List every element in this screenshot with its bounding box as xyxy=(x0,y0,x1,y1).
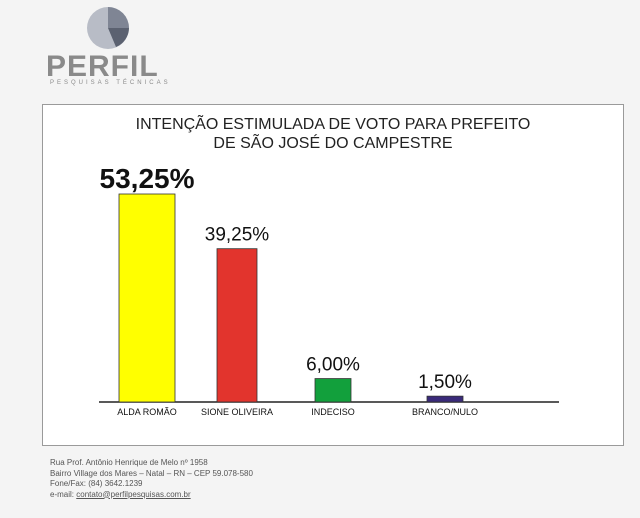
category-label: BRANCO/NULO xyxy=(412,407,478,417)
brand-tagline: PESQUISAS TÉCNICAS xyxy=(50,80,171,86)
perfil-logo: PERFIL PESQUISAS TÉCNICAS xyxy=(46,6,186,92)
bar-chart: 53,25% ALDA ROMÃO 39,25% SIONE OLIVEIRA 6,00… xyxy=(99,163,559,417)
footer-address-line2: Bairro Village dos Mares – Natal – RN – … xyxy=(50,468,253,478)
category-label: ALDA ROMÃO xyxy=(117,407,177,417)
chart-panel: INTENÇÃO ESTIMULADA DE VOTO PARA PREFEIT… xyxy=(42,104,624,446)
bar-value-label: 1,50% xyxy=(418,372,472,393)
footer-phone: Fone/Fax: (84) 3642.1239 xyxy=(50,479,143,488)
footer-email-row: e-mail: contato@perfilpesquisas.com.br xyxy=(50,490,350,501)
brand-name: PERFIL xyxy=(46,50,159,83)
category-label: SIONE OLIVEIRA xyxy=(201,407,273,417)
bar-value-label: 39,25% xyxy=(205,225,270,246)
bar-value-label: 53,25% xyxy=(100,163,195,194)
bar-value-label: 6,00% xyxy=(306,355,360,376)
bar-sione-oliveira xyxy=(216,248,258,403)
footer-email-label: e-mail: xyxy=(50,489,75,499)
pie-logo-icon xyxy=(87,7,129,49)
footer-email-link[interactable]: contato@perfilpesquisas.com.br xyxy=(76,489,191,499)
bar-alda-rom-o xyxy=(118,193,176,403)
category-label: INDECISO xyxy=(311,407,355,417)
chart-title-line-1: INTENÇÃO ESTIMULADA DE VOTO PARA PREFEIT… xyxy=(135,116,531,133)
footer-address-line1: Rua Prof. Antônio Henrique de Melo nº 19… xyxy=(50,458,208,467)
contact-footer: Rua Prof. Antônio Henrique de Melo nº 19… xyxy=(50,458,350,500)
chart-title-line-2: DE SÃO JOSÉ DO CAMPESTRE xyxy=(213,135,453,152)
chart-title: INTENÇÃO ESTIMULADA DE VOTO PARA PREFEIT… xyxy=(43,115,623,153)
bar-indeciso xyxy=(314,378,352,403)
bar-branco-nulo xyxy=(426,395,464,403)
